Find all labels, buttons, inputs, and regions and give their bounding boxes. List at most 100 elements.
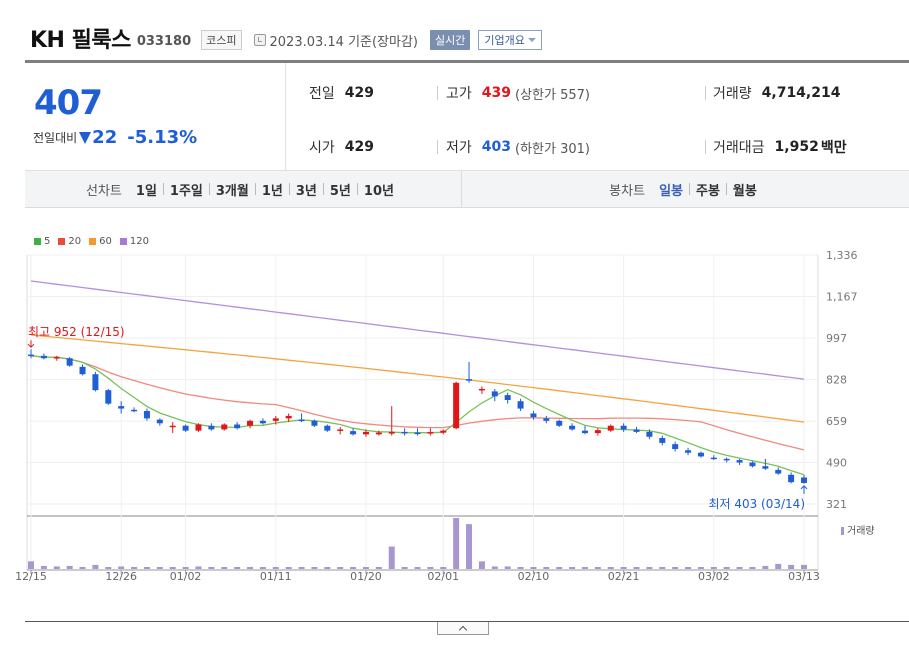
volume-bar	[234, 567, 241, 569]
amount-label: 거래대금	[713, 140, 765, 156]
divider	[208, 183, 210, 195]
candle-body	[53, 357, 60, 359]
x-tick-label: 01/20	[350, 570, 382, 583]
divider	[25, 621, 909, 622]
amount-value: 1,952	[774, 139, 819, 155]
company-overview-button[interactable]: 기업개요	[478, 29, 542, 50]
volume-bar	[247, 567, 254, 569]
line-period-tab-6[interactable]: 10년	[363, 183, 394, 199]
candle-body	[234, 424, 241, 429]
candle-body	[337, 429, 344, 431]
legend-label: 60	[99, 236, 112, 247]
high-label: 고가	[446, 86, 472, 102]
prev-close-label: 전일	[309, 86, 335, 102]
ma60-line	[30, 334, 805, 423]
candle-body	[801, 477, 807, 483]
amount-unit: 백만	[820, 140, 847, 156]
candle-body	[736, 460, 743, 463]
realtime-button[interactable]: 실시간	[430, 29, 471, 50]
ma120-line	[30, 280, 805, 380]
legend-item: 120	[119, 236, 149, 247]
line-period-tab-2[interactable]: 3개월	[215, 183, 249, 199]
current-price-box: 407 전일대비 22 -5.13%	[25, 63, 286, 171]
legend-swatch	[58, 238, 66, 245]
line-period-tab-0[interactable]: 1일	[135, 183, 157, 199]
high-value: 439	[481, 85, 511, 101]
volume-bar	[414, 567, 421, 569]
current-price: 407	[34, 83, 103, 123]
stock-name: KH 필룩스	[30, 28, 131, 53]
candle-body	[620, 425, 627, 430]
volume-bar	[594, 567, 601, 569]
line-period-tab-1[interactable]: 1주일	[169, 183, 203, 199]
divider	[725, 183, 727, 195]
candle-body	[92, 374, 99, 391]
volume-bar	[607, 567, 614, 569]
divider	[322, 183, 324, 195]
volume-bar	[143, 567, 150, 569]
candle-body	[414, 432, 421, 435]
volume-bar	[762, 565, 769, 569]
candle-period-tab-2[interactable]: 월봉	[732, 183, 757, 199]
x-tick-label: 12/15	[15, 570, 47, 583]
x-tick-label: 02/01	[427, 570, 459, 583]
candle-body	[79, 366, 86, 375]
volume-bar	[156, 566, 163, 569]
candle-body	[272, 418, 279, 421]
candle-period-tab-0[interactable]: 일봉	[659, 183, 683, 199]
up-arrow-icon	[800, 485, 808, 494]
volume-bar	[208, 566, 215, 569]
candle-body	[40, 355, 47, 359]
candle-body	[66, 358, 73, 366]
volume-bar	[272, 567, 279, 569]
collapse-button[interactable]	[437, 622, 489, 635]
stat-open: 시가 429	[309, 137, 374, 157]
divider	[288, 183, 290, 195]
candle-body	[543, 418, 550, 421]
volume-bar	[131, 566, 138, 569]
candle-body	[169, 425, 176, 428]
line-period-tab-5[interactable]: 5년	[329, 183, 351, 199]
volume-bar	[350, 567, 357, 569]
legend-item: 60	[89, 236, 112, 247]
volume-bar	[517, 566, 524, 569]
candle-body	[362, 431, 369, 435]
volume-bar	[105, 567, 112, 569]
min-annotation: 최저 403 (03/14)	[708, 497, 805, 511]
low-value: 403	[481, 139, 511, 155]
volume-bar	[453, 518, 460, 569]
candle-body	[285, 415, 292, 419]
candle-period-tab-1[interactable]: 주봉	[695, 183, 720, 199]
candle-body	[607, 425, 614, 431]
low-label: 저가	[446, 140, 472, 156]
volume-bar	[182, 567, 189, 569]
volume-bar	[79, 566, 86, 569]
down-arrow-icon	[79, 131, 92, 144]
volume-bar	[646, 567, 653, 569]
volume-bar	[221, 567, 228, 569]
line-period-tab-3[interactable]: 1년	[261, 183, 283, 199]
change-percent: -5.13%	[127, 127, 198, 148]
down-arrow-icon	[27, 340, 35, 348]
candle-body	[440, 430, 447, 433]
candle-body	[710, 457, 717, 460]
volume-bar	[401, 567, 408, 569]
volume-bar	[633, 567, 640, 569]
volume-bar	[530, 567, 537, 569]
candle-body	[208, 425, 215, 430]
divider	[356, 183, 358, 195]
volume-bar	[710, 567, 717, 569]
line-period-tab-4[interactable]: 3년	[295, 183, 317, 199]
quote-date: 2023.03.14 기준(장마감)	[269, 34, 419, 50]
candle-body	[195, 424, 202, 431]
volume-label: 거래량	[713, 86, 752, 102]
candle-body	[221, 424, 228, 430]
candle-chart-periods: 봉차트 일봉 주봉 월봉	[463, 171, 909, 207]
volume-bar	[581, 567, 588, 569]
candle-body	[594, 430, 601, 434]
company-overview-label: 기업개요	[484, 33, 525, 47]
volume-bar	[337, 567, 344, 569]
volume-bar	[749, 567, 756, 569]
divider	[437, 86, 438, 100]
volume-bar	[672, 567, 679, 569]
